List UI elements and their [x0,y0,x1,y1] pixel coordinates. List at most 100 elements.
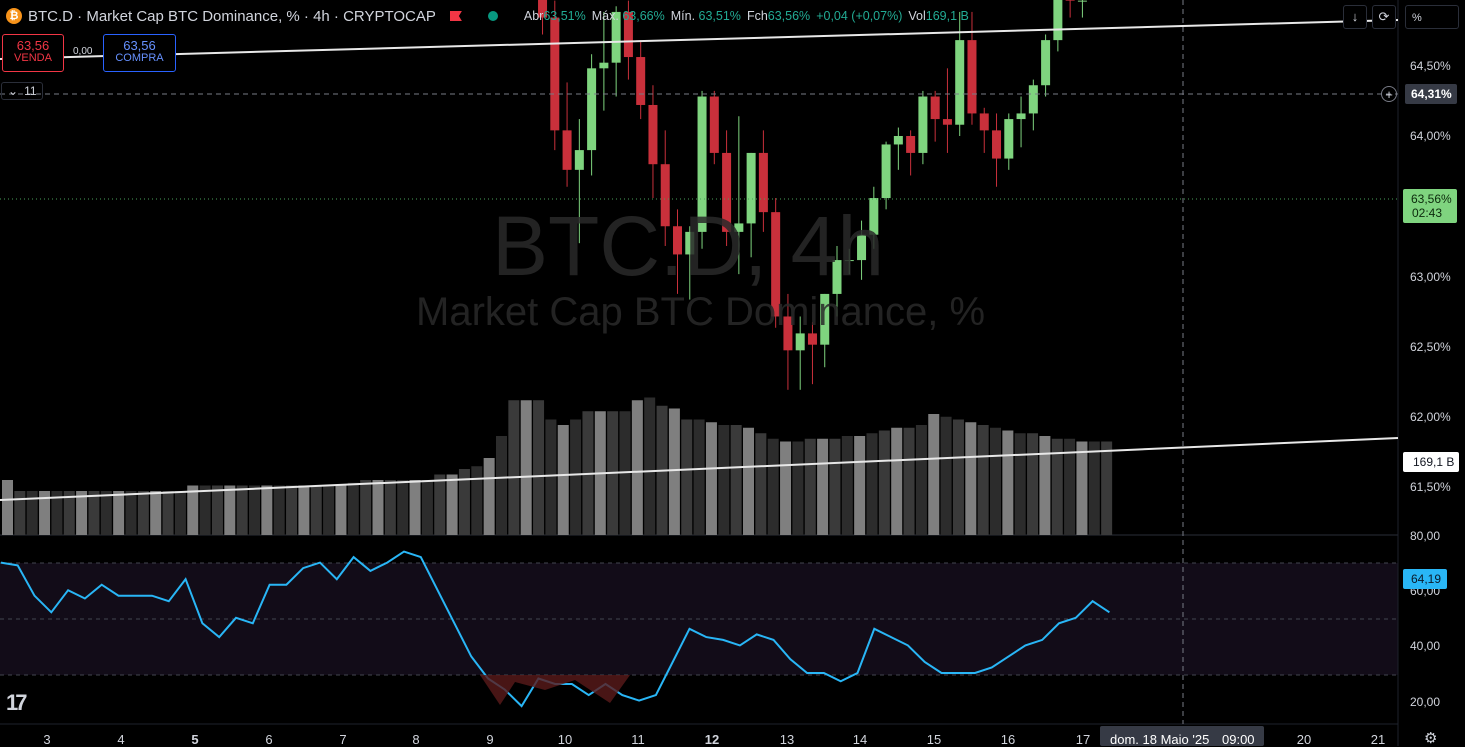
buy-label: COMPRA [115,52,164,64]
volume-bar [26,491,38,535]
candle-body [795,333,805,351]
volume-bar [409,480,421,535]
volume-bar [434,474,446,535]
candle-body [722,152,732,232]
candle-body [930,96,940,120]
trendline-lower [0,437,1399,501]
candle-body [587,68,597,151]
volume-bar [1064,438,1076,535]
candle-body [574,150,584,170]
volume-bar [767,438,779,535]
volume-bar [76,491,88,535]
rsi-tick: 20,00 [1410,695,1440,709]
volume-bar [162,491,174,535]
ohlc-high-label: Máx. [591,9,619,23]
candle-body [660,164,670,227]
volume-bar [347,482,359,535]
volume-bar [1039,436,1051,535]
volume-bar [668,408,680,535]
rsi-oversold-fill [480,675,630,705]
candle-body [550,17,560,131]
ohlc-low-label: Mín. [670,9,696,23]
price-tick: 64,00% [1410,129,1451,143]
candle-body [857,234,867,261]
candle-body [697,96,707,232]
volume-bar [878,430,890,535]
price-tick: 63,00% [1410,270,1451,284]
volume-bar [150,491,162,535]
candle-body [955,40,965,125]
candle-body [538,0,548,18]
volume-bar [1101,441,1113,535]
volume-bar [249,485,260,535]
spread-value: 0,00 [73,46,93,57]
rsi-tick: 40,00 [1410,639,1440,653]
percent-scale-button[interactable]: % [1405,5,1459,29]
candle-body [1041,40,1051,86]
time-tick: 14 [853,732,867,746]
volume-bar [1014,433,1026,535]
volume-bar [508,400,520,535]
add-alert-icon[interactable]: + [1381,86,1397,102]
trendline-upper [0,19,1399,60]
volume-bar [854,436,866,535]
ohlc-volume-label: Vol [908,9,926,23]
volume-bar [199,485,211,535]
candle-body [832,260,842,294]
volume-bar [372,480,384,535]
ohlc-values: Abr63,51% Máx. 63,66% Mín. 63,51% Fch63,… [524,9,969,23]
buy-price: 63,56 [123,38,156,53]
ohlc-change-value: +0,04 (+0,07%) [816,9,903,23]
volume-bar [1027,433,1039,535]
buy-button[interactable]: 63,56 COMPRA [103,34,176,72]
volume-bar [1051,438,1063,535]
refresh-icon[interactable]: ⟳ [1372,5,1396,29]
candle-body [881,144,891,199]
volume-bar [100,491,112,535]
volume-bar [360,480,372,535]
time-tick: 12 [705,732,719,746]
flag-icon[interactable] [449,11,462,21]
price-tick: 61,50% [1410,480,1451,494]
volume-bar [829,438,841,535]
candle-body [1053,0,1063,41]
volume-bar [557,425,569,535]
indicators-toggle[interactable]: ⌄ 11 [1,82,43,100]
sell-price: 63,56 [16,38,50,53]
volume-bar [224,485,236,535]
candle-body [918,96,928,153]
sell-button[interactable]: 63,56 VENDA [2,34,64,72]
indicators-count: 11 [24,84,37,98]
candle-body [611,11,621,63]
candle-body [1028,85,1038,114]
time-tick: 9 [486,732,493,746]
volume-label: 169,1 B [1413,455,1454,469]
candle-body [893,136,903,145]
download-icon[interactable]: ↓ [1343,5,1367,29]
crosshair-price-label-bg [1405,84,1457,104]
volume-bar [273,485,285,535]
crosshair-time-label-bg [1100,726,1264,746]
crosshair-clock-label: 09:00 [1222,732,1255,746]
rsi-label-bg [1403,569,1447,589]
symbol-title[interactable]: BTC.D · Market Cap BTC Dominance, % · 4h… [28,7,436,25]
chevron-down-icon: ⌄ [8,84,19,98]
candle-body [562,130,572,170]
ohlc-close-label: Fch [746,9,768,23]
volume-bar [866,433,878,535]
time-tick: 10 [558,732,572,746]
tradingview-logo: 17 [6,690,28,715]
last-price-label: 63,56% [1411,192,1452,206]
time-tick: 13 [780,732,794,746]
candle-body [942,119,952,125]
volume-bar [990,427,1001,535]
volume-bar [792,441,804,535]
time-tick: 16 [1001,732,1015,746]
gear-icon[interactable]: ⚙ [1424,730,1438,747]
time-tick: 6 [265,732,272,746]
volume-bar [39,491,51,535]
candle-body [979,113,989,131]
volume-bar [113,491,125,535]
time-tick: 4 [117,732,124,746]
